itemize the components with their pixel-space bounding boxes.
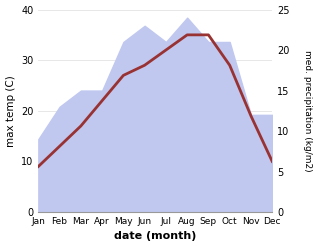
Y-axis label: med. precipitation (kg/m2): med. precipitation (kg/m2) [303, 50, 313, 172]
Y-axis label: max temp (C): max temp (C) [5, 75, 16, 147]
X-axis label: date (month): date (month) [114, 231, 197, 242]
